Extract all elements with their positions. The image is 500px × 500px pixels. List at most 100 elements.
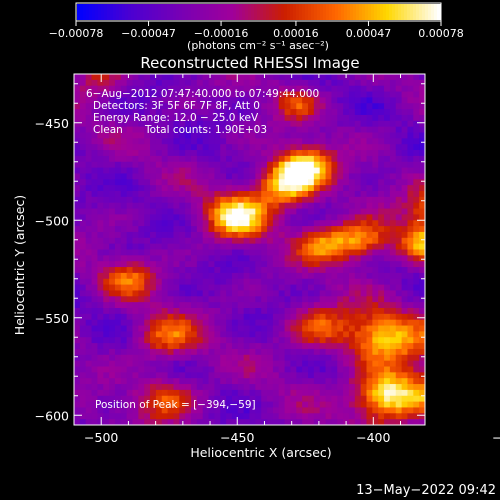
heatmap-cell bbox=[319, 231, 327, 239]
heatmap-cell bbox=[407, 114, 414, 122]
heatmap-cell bbox=[401, 272, 408, 280]
heatmap-cell bbox=[284, 395, 291, 403]
heatmap-cell bbox=[348, 302, 356, 309]
heatmap-cell bbox=[231, 138, 239, 145]
heatmap-cell bbox=[79, 91, 87, 98]
heatmap-cell bbox=[348, 343, 356, 350]
heatmap-cell bbox=[366, 79, 373, 87]
heatmap-cell bbox=[313, 144, 321, 151]
heatmap-cell bbox=[155, 91, 163, 98]
heatmap-cell bbox=[185, 290, 192, 297]
heatmap-cell bbox=[378, 161, 385, 169]
heatmap-cell bbox=[85, 132, 93, 139]
heatmap-cell bbox=[109, 302, 116, 309]
heatmap-cell bbox=[103, 308, 110, 315]
heatmap-cell bbox=[196, 401, 204, 408]
heatmap-cell bbox=[97, 261, 104, 268]
heatmap-cell bbox=[79, 290, 87, 297]
heatmap-cell bbox=[167, 354, 174, 362]
heatmap-cell bbox=[202, 226, 210, 233]
heatmap-cell bbox=[226, 132, 233, 139]
heatmap-cell bbox=[419, 296, 426, 303]
heatmap-cell bbox=[79, 389, 87, 397]
heatmap-cell bbox=[296, 243, 303, 250]
heatmap-cell bbox=[319, 407, 327, 414]
heatmap-cell bbox=[278, 185, 286, 192]
heatmap-cell bbox=[249, 109, 256, 116]
heatmap-cell bbox=[144, 354, 151, 362]
heatmap-cell bbox=[103, 249, 110, 256]
heatmap-cell bbox=[384, 150, 391, 157]
heatmap-cell bbox=[413, 284, 420, 291]
heatmap-cell bbox=[231, 109, 239, 116]
heatmap-cell bbox=[348, 237, 356, 245]
heatmap-cell bbox=[261, 378, 268, 385]
heatmap-cell bbox=[237, 226, 245, 233]
heatmap-cell bbox=[109, 319, 116, 327]
heatmap-cell bbox=[419, 302, 426, 309]
heatmap-cell bbox=[360, 372, 367, 379]
heatmap-cell bbox=[354, 167, 362, 174]
heatmap-cell bbox=[220, 167, 227, 174]
colorbar-swatch bbox=[377, 4, 381, 20]
heatmap-cell bbox=[407, 179, 414, 186]
heatmap-cell bbox=[237, 302, 245, 309]
heatmap-cell bbox=[413, 296, 420, 303]
heatmap-cell bbox=[132, 202, 139, 210]
heatmap-cell bbox=[150, 255, 157, 262]
heatmap-cell bbox=[354, 302, 362, 309]
heatmap-cell bbox=[138, 220, 145, 227]
heatmap-cell bbox=[226, 325, 233, 332]
heatmap-cell bbox=[413, 354, 420, 362]
heatmap-cell bbox=[226, 284, 233, 291]
heatmap-cell bbox=[79, 407, 87, 414]
colorbar-units: (photons cm⁻² s⁻¹ asec⁻²) bbox=[187, 39, 329, 52]
heatmap-cell bbox=[126, 109, 133, 116]
heatmap-cell bbox=[372, 202, 379, 210]
heatmap-cell bbox=[366, 337, 373, 344]
heatmap-cell bbox=[120, 226, 128, 233]
heatmap-cell bbox=[185, 120, 192, 128]
heatmap-cell bbox=[74, 91, 81, 98]
heatmap-cell bbox=[155, 325, 163, 332]
heatmap-cell bbox=[214, 413, 221, 420]
heatmap-cell bbox=[331, 401, 338, 408]
heatmap-cell bbox=[220, 103, 227, 110]
heatmap-cell bbox=[313, 237, 321, 245]
heatmap-cell bbox=[261, 220, 268, 227]
heatmap-cell bbox=[161, 325, 169, 332]
heatmap-cell bbox=[319, 214, 327, 221]
heatmap-cell bbox=[384, 208, 391, 215]
heatmap-cell bbox=[91, 296, 98, 303]
heatmap-cell bbox=[255, 91, 262, 98]
heatmap-cell bbox=[255, 150, 262, 157]
heatmap-cell bbox=[308, 348, 315, 356]
heatmap-cell bbox=[74, 413, 81, 420]
heatmap-cell bbox=[167, 313, 174, 321]
heatmap-cell bbox=[401, 354, 408, 362]
heatmap-cell bbox=[395, 389, 403, 397]
heatmap-cell bbox=[384, 331, 391, 338]
heatmap-cell bbox=[413, 278, 420, 286]
heatmap-cell bbox=[308, 378, 315, 385]
heatmap-cell bbox=[343, 132, 350, 139]
heatmap-cell bbox=[389, 120, 397, 128]
heatmap-cell bbox=[237, 126, 245, 133]
heatmap-cell bbox=[208, 132, 215, 139]
heatmap-cell bbox=[348, 85, 356, 93]
heatmap-cell bbox=[173, 313, 180, 321]
heatmap-cell bbox=[85, 85, 93, 93]
heatmap-cell bbox=[150, 109, 157, 116]
heatmap-cell bbox=[343, 395, 350, 403]
heatmap-cell bbox=[325, 243, 332, 250]
heatmap-cell bbox=[302, 366, 309, 373]
heatmap-cell bbox=[395, 196, 403, 204]
heatmap-cell bbox=[366, 378, 373, 385]
heatmap-cell bbox=[185, 313, 192, 321]
heatmap-cell bbox=[302, 144, 309, 151]
heatmap-cell bbox=[179, 308, 186, 315]
heatmap-cell bbox=[290, 214, 297, 221]
heatmap-cell bbox=[272, 395, 280, 403]
heatmap-cell bbox=[413, 191, 420, 198]
heatmap-cell bbox=[395, 150, 403, 157]
